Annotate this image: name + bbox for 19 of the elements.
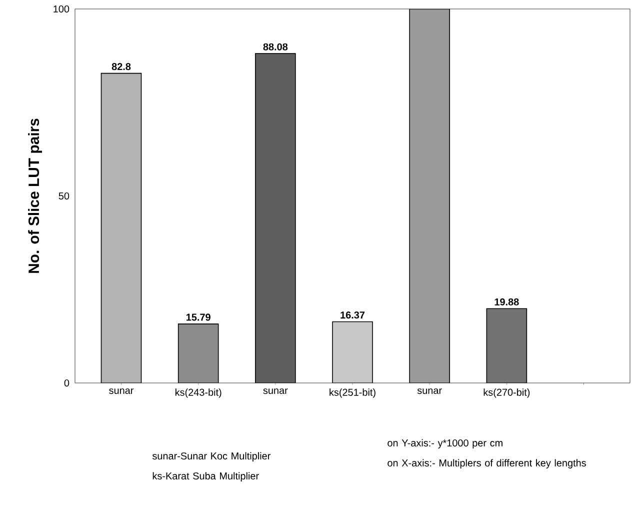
- y-tick-label: 50: [58, 192, 70, 200]
- text: ks-Karat Suba Multiplier: [152, 472, 259, 482]
- text: sunar-Sunar Koc Multiplier: [152, 452, 271, 462]
- data-label: 15.79: [186, 314, 210, 321]
- x-tick-label: ks(270-bit): [484, 388, 530, 398]
- data-label: 88.08: [263, 43, 288, 50]
- x-tick-label: ks(243-bit): [175, 388, 222, 398]
- data-label: 19.88: [494, 298, 519, 306]
- y-axis-title: No. of Slice LUT pairs: [28, 118, 42, 273]
- data-label: 82.8: [112, 63, 131, 70]
- text: on Y-axis:- y*1000 per cm: [388, 439, 502, 448]
- text: on X-axis:- Multiplers of different key lengths: [388, 459, 586, 468]
- x-tick-label: sunar: [417, 388, 442, 394]
- y-tick-label: 100: [54, 5, 70, 13]
- y-tick-label: 0: [64, 379, 70, 387]
- x-tick-label: sunar: [109, 388, 134, 394]
- x-tick-label: ks(251-bit): [330, 388, 376, 398]
- x-tick-label: sunar: [263, 388, 288, 394]
- data-label: 16.37: [340, 311, 365, 319]
